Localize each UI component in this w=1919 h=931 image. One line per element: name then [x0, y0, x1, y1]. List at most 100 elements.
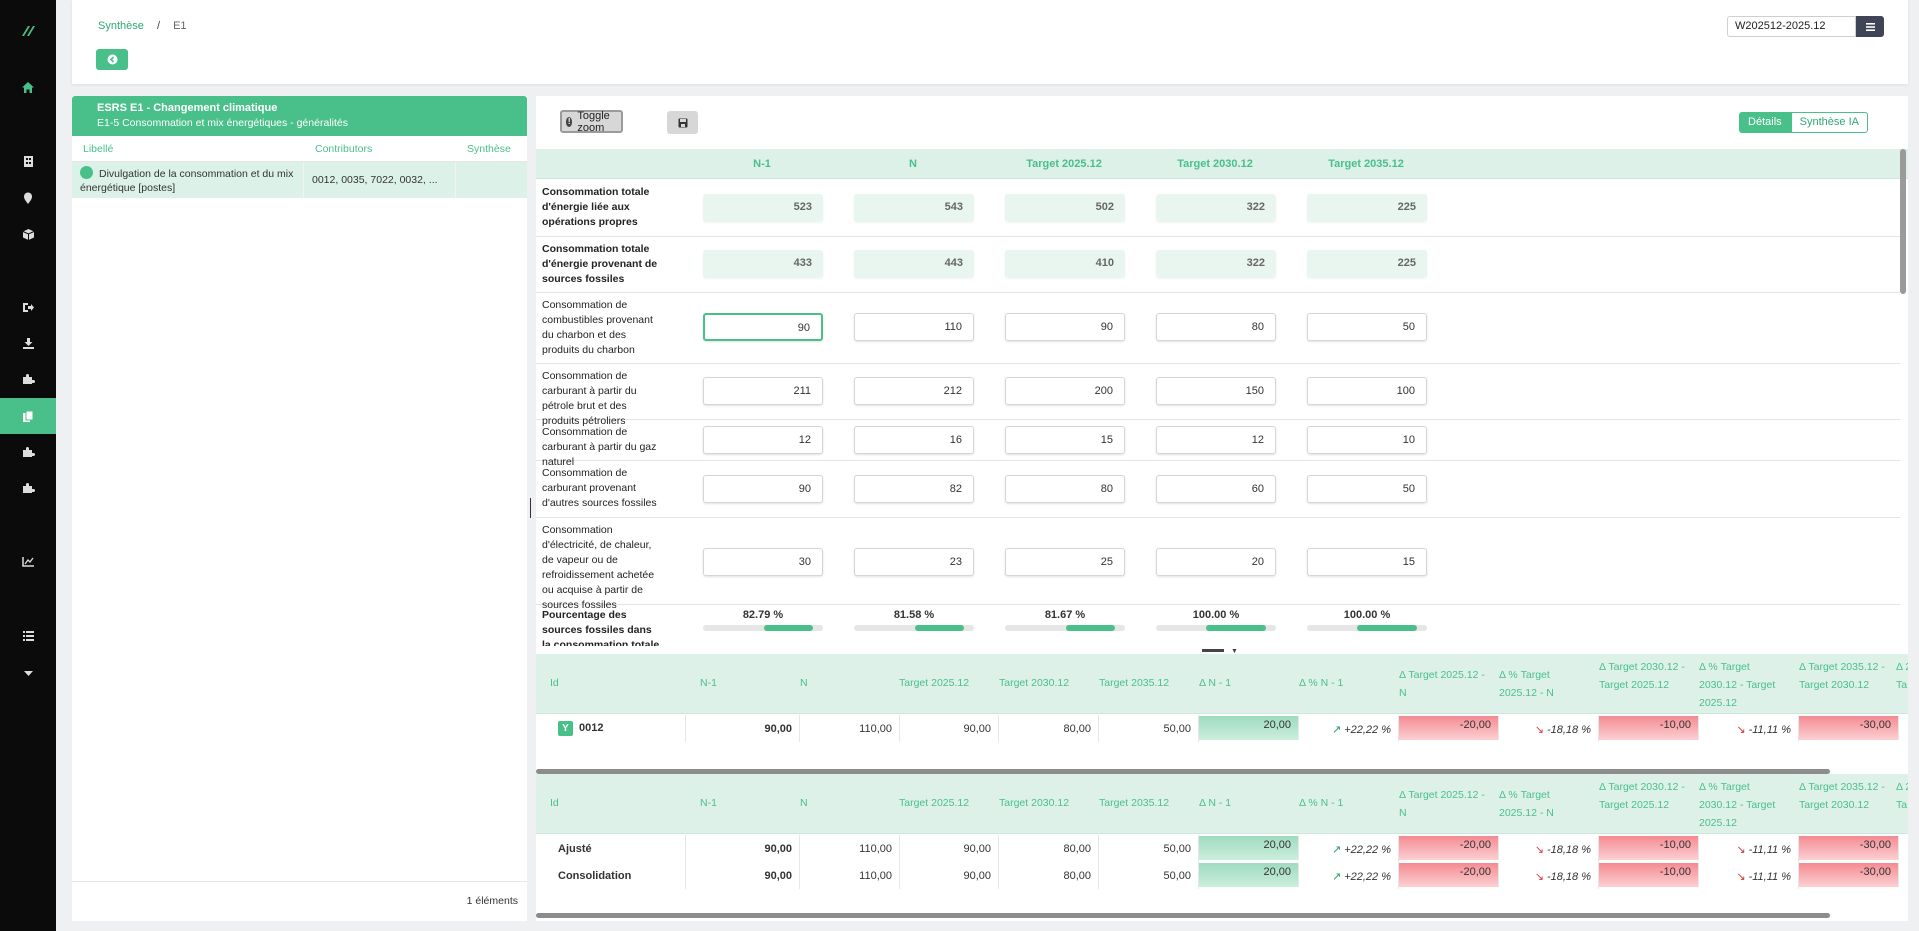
grid-row-label: Pourcentage des sources fossiles dans la… — [542, 609, 660, 646]
value-input[interactable]: 150 — [1156, 377, 1276, 405]
grid-column-header: N-1 — [753, 158, 771, 170]
detail-column-header[interactable]: Δ Target 2035.12 - Target 2030.12 — [1799, 781, 1885, 811]
detail-column-header[interactable]: Δ N - 1 — [1199, 677, 1232, 689]
back-button[interactable] — [96, 49, 128, 70]
home-icon[interactable] — [0, 70, 56, 104]
detail-column-header[interactable]: Id — [550, 677, 559, 689]
cell-delta-target-2035: -30,00 — [1799, 716, 1899, 740]
detail-column-header[interactable]: Δ Target 2035.12 - Target 2030.12 — [1799, 661, 1885, 691]
cell-n-minus-1: 90,00 — [700, 715, 800, 742]
progress-fill — [1206, 625, 1266, 631]
value-input[interactable]: 10 — [1307, 426, 1427, 454]
detail-column-header[interactable]: Target 2025.12 — [899, 677, 970, 689]
column-header-synthese[interactable]: Synthèse — [467, 142, 511, 155]
value-input[interactable]: 12 — [1156, 426, 1276, 454]
detail-column-header[interactable]: Target 2035.12 — [1099, 797, 1170, 809]
detail-column-header[interactable]: Δ % Target 2030.12 - Target 2025.12 — [1699, 781, 1776, 829]
period-menu-button[interactable] — [1856, 16, 1884, 37]
building-icon[interactable] — [0, 144, 56, 178]
detail-column-header[interactable]: N — [800, 797, 808, 809]
tab-details[interactable]: Détails — [1739, 112, 1791, 133]
detail-column-header[interactable]: Target 2030.12 — [999, 677, 1070, 689]
caret-down-icon[interactable] — [0, 657, 56, 691]
puzzle-icon[interactable] — [0, 471, 56, 505]
value-input[interactable]: 212 — [854, 377, 974, 405]
value-input[interactable]: 20 — [1156, 548, 1276, 576]
horizontal-scrollbar[interactable] — [536, 769, 1830, 774]
detail-column-header[interactable]: Δ Target 2030.12 - Target 2025.12 — [1599, 661, 1685, 691]
detail-column-header[interactable]: Δ Target 2030.12 - Target 2025.12 — [1599, 781, 1685, 811]
value-input[interactable]: 90 — [703, 313, 823, 341]
detail-column-header[interactable]: Id — [550, 797, 559, 809]
cell-delta-pct-n-1: ↗ +22,22 % — [1299, 862, 1399, 889]
value-input[interactable]: 50 — [1307, 313, 1427, 341]
value-input[interactable]: 80 — [1005, 475, 1125, 503]
save-button[interactable] — [667, 111, 698, 134]
chart-icon[interactable] — [0, 544, 56, 578]
panel-resize-handle[interactable] — [530, 498, 531, 518]
toggle-zoom-button[interactable]: ! Toggle zoom — [560, 110, 623, 134]
breadcrumb-separator: / — [156, 20, 160, 32]
value-input[interactable]: 23 — [854, 548, 974, 576]
list-item[interactable]: Divulgation de la consommation et du mix… — [72, 162, 527, 198]
vertical-scrollbar[interactable] — [1900, 149, 1906, 294]
box-icon[interactable] — [0, 217, 56, 251]
cell-delta-pct-target-2025: ↘ -18,18 % — [1499, 835, 1599, 862]
value-input[interactable]: 200 — [1005, 377, 1125, 405]
detail-column-header[interactable]: Δ N - 1 — [1199, 797, 1232, 809]
sign-out-icon[interactable] — [0, 290, 56, 324]
value-input[interactable]: 15 — [1005, 426, 1125, 454]
value-input[interactable]: 80 — [1156, 313, 1276, 341]
cell-delta-pct-target-2025: ↘ -18,18 % — [1499, 715, 1599, 742]
value-input[interactable]: 50 — [1307, 475, 1427, 503]
value-input[interactable]: 82 — [854, 475, 974, 503]
detail-column-header[interactable]: N — [800, 677, 808, 689]
tab-synthese-ia[interactable]: Synthèse IA — [1790, 112, 1868, 133]
horizontal-scrollbar[interactable] — [536, 913, 1830, 918]
value-input[interactable]: 100 — [1307, 377, 1427, 405]
list-icon[interactable] — [0, 618, 56, 652]
value-input[interactable]: 110 — [854, 313, 974, 341]
grid-row: Consommation d'électricité, de chaleur, … — [536, 518, 1900, 611]
detail-column-header[interactable]: N-1 — [700, 677, 717, 689]
detail-column-header[interactable]: Δ % Target 2025.12 - N — [1499, 669, 1554, 699]
value-input[interactable]: 15 — [1307, 548, 1427, 576]
detail-column-header[interactable]: Δ % Target 2025.12 - N — [1499, 789, 1554, 819]
period-input[interactable]: W202512-2025.12 — [1727, 16, 1856, 37]
value-input[interactable]: 12 — [703, 426, 823, 454]
copy-icon[interactable] — [0, 398, 56, 434]
detail-column-header[interactable]: Target 2025.12 — [899, 797, 970, 809]
value-input[interactable]: 30 — [703, 548, 823, 576]
detail-column-header[interactable]: Δ % N - 1 — [1299, 797, 1344, 809]
column-header-libelle[interactable]: Libellé — [83, 142, 114, 155]
value-input[interactable]: 16 — [854, 426, 974, 454]
sidebar-rail — [0, 0, 56, 931]
logo-icon[interactable] — [0, 14, 56, 48]
arrow-down-icon: ↘ — [1736, 844, 1746, 856]
detail-column-header[interactable]: Δ Target 2025.12 - N — [1399, 669, 1485, 699]
puzzle-icon[interactable] — [0, 435, 56, 469]
cell-n-minus-1: 90,00 — [700, 835, 800, 862]
detail-column-header[interactable]: Target 2035.12 — [1099, 677, 1170, 689]
breadcrumb-home-link[interactable]: Synthèse — [98, 20, 144, 32]
detail-column-header[interactable]: Target 2030.12 — [999, 797, 1070, 809]
value-input[interactable]: 25 — [1005, 548, 1125, 576]
pane-splitter[interactable] — [1202, 649, 1224, 652]
detail-column-header[interactable]: N-1 — [700, 797, 717, 809]
detail-column-header[interactable]: Δ Target 2025.12 - N — [1399, 789, 1485, 819]
detail-column-header[interactable]: Δ % Target 2030.12 - Target 2025.12 — [1699, 661, 1776, 709]
column-header-contributors[interactable]: Contributors — [315, 142, 373, 155]
value-input[interactable]: 60 — [1156, 475, 1276, 503]
value-input[interactable]: 211 — [703, 377, 823, 405]
detail-column-header[interactable]: Δ 20... Ta... — [1896, 661, 1908, 691]
percentage-value: 81.67 % — [1044, 609, 1086, 621]
detail-column-header[interactable]: Δ % N - 1 — [1299, 677, 1344, 689]
puzzle-icon[interactable] — [0, 362, 56, 396]
download-icon[interactable] — [0, 326, 56, 360]
value-input[interactable]: 90 — [703, 475, 823, 503]
value-input[interactable]: 90 — [1005, 313, 1125, 341]
map-pin-icon[interactable] — [0, 181, 56, 215]
main-panel: ! Toggle zoom Détails Synthèse IA N-1 N T… — [536, 96, 1908, 921]
row-id: Y 0012 — [536, 715, 686, 742]
detail-column-header[interactable]: Δ 20... Ta... — [1896, 781, 1908, 811]
